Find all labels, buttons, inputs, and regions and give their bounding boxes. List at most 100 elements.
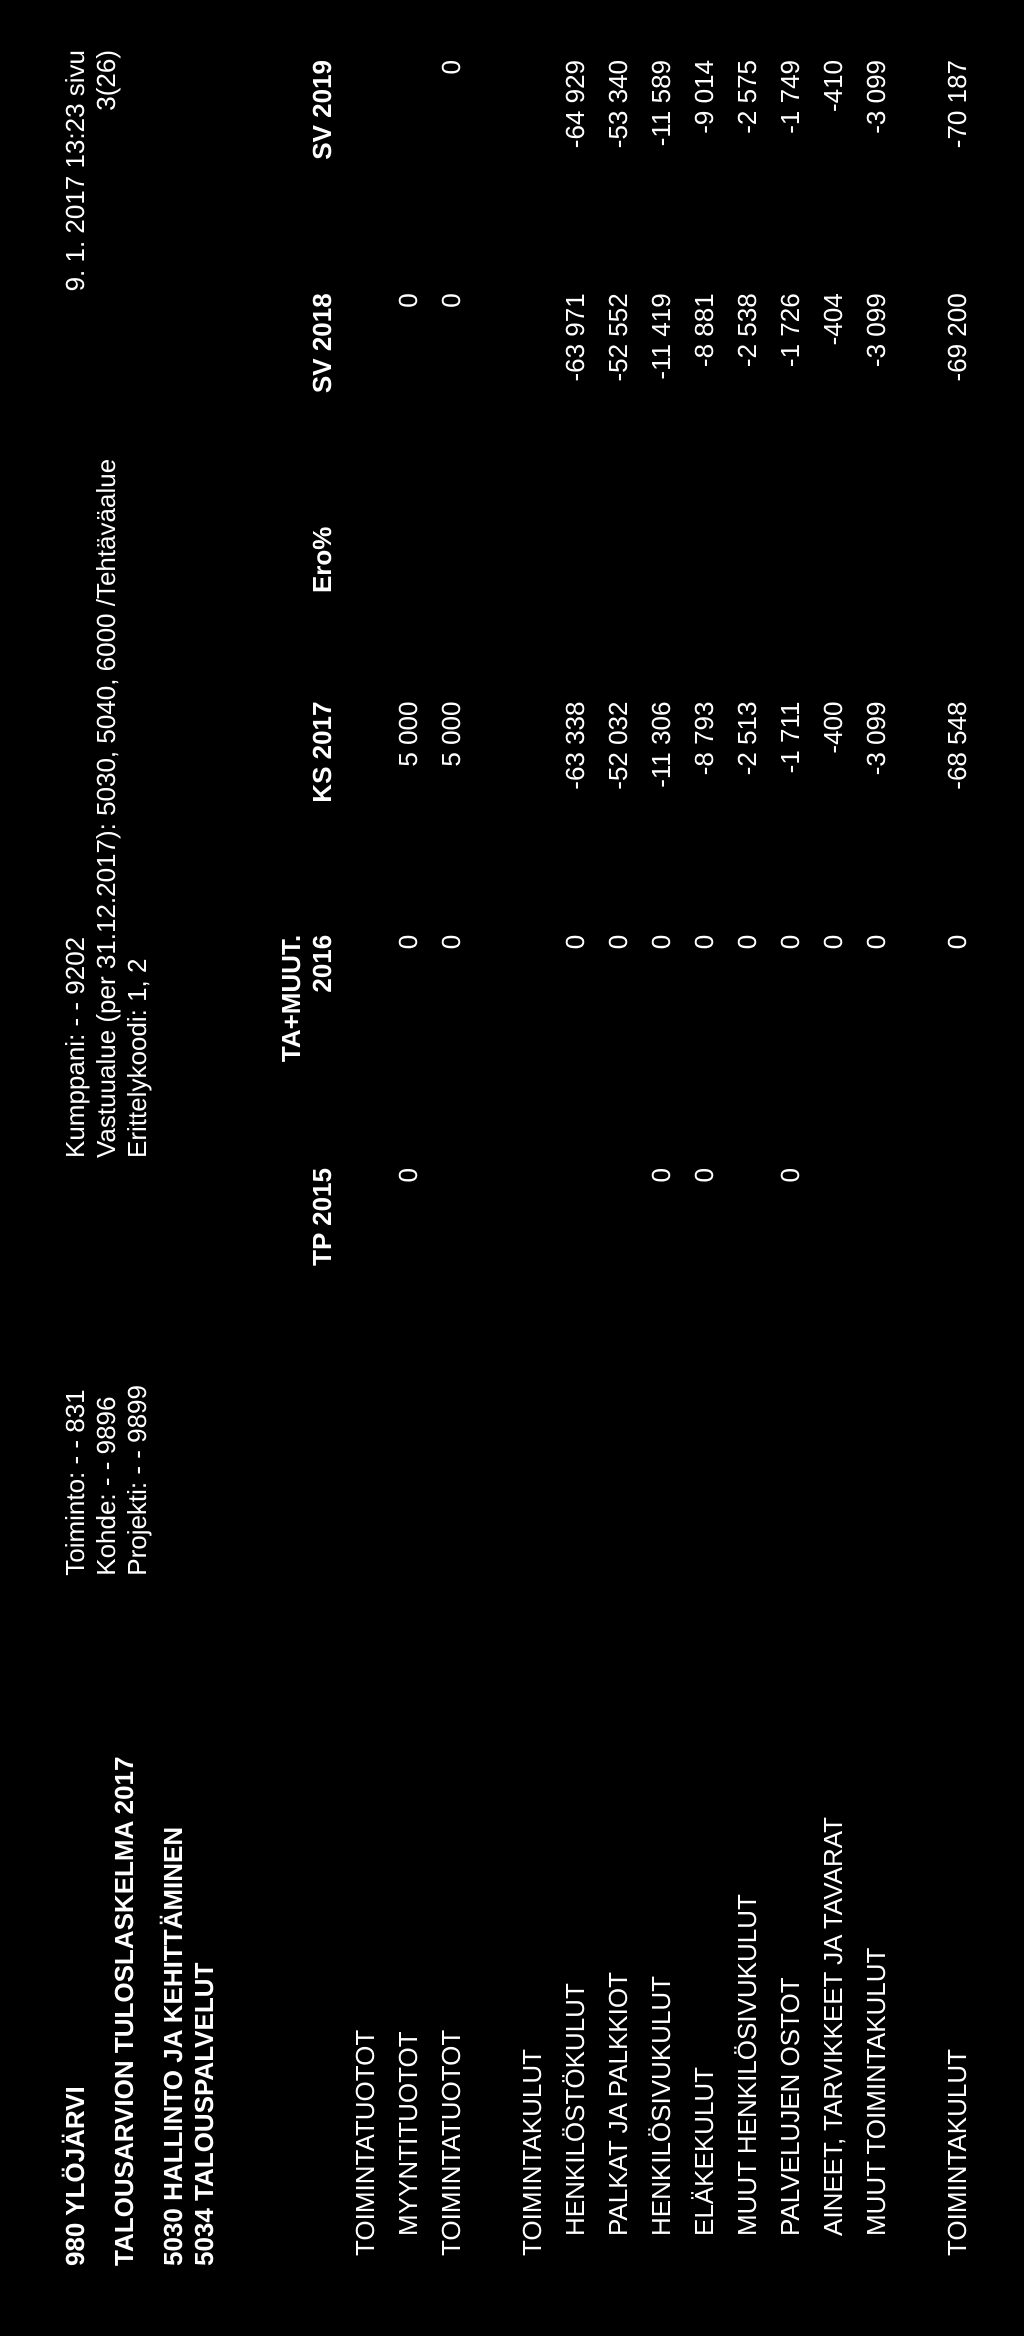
- row-label: MYYNTITUOTOT: [387, 1391, 430, 2266]
- cell-ta2016: 0: [683, 925, 726, 1158]
- gap-cell: [473, 50, 511, 2266]
- cell-tp2015: 0: [640, 1158, 683, 1391]
- cell-sv2018: -69 200: [936, 283, 979, 516]
- table-row: TOIMINTAKULUT0-68 548-69 200-70 187: [936, 50, 979, 2266]
- section-label: TOIMINTAKULUT: [511, 50, 554, 2266]
- cell-tp2015: [726, 1158, 769, 1391]
- cell-ks2017: 5 000: [430, 692, 473, 925]
- cell-sv2018: -52 552: [597, 283, 640, 516]
- col-tp2015: TP 2015: [270, 1158, 344, 1391]
- table-row: ELÄKEKULUT00-8 793-8 881-9 014: [683, 50, 726, 2266]
- header-block: 980 YLÖJÄRVI TALOUSARVION TULOSLASKELMA …: [60, 50, 220, 2266]
- cell-tp2015: [855, 1158, 898, 1391]
- table-head: TP 2015 TA+MUUT. 2016 KS 2017 Ero% SV 20…: [270, 50, 344, 2266]
- kohde-line: Kohde: - - 9896: [91, 1158, 122, 1576]
- row-label: PALKAT JA PALKKIOT: [597, 1391, 640, 2266]
- col-blank: [270, 1391, 344, 2266]
- cell-sv2019: -70 187: [1017, 50, 1024, 283]
- cell-sv2018: 0: [387, 283, 430, 516]
- cell-ta2016: 0: [430, 925, 473, 1158]
- cell-ta2016: 0: [769, 925, 812, 1158]
- cell-sv2019: -2 575: [726, 50, 769, 283]
- cell-ta2016: 0: [1017, 925, 1024, 1158]
- cell-sv2018: -11 419: [640, 283, 683, 516]
- cell-ta2016: 0: [597, 925, 640, 1158]
- cell-sv2019: -53 340: [597, 50, 640, 283]
- row-label: TOIMINTAKULUT: [936, 1391, 979, 2266]
- cell-tp2015: [554, 1158, 597, 1391]
- table-row: HENKILÖSIVUKULUT00-11 306-11 419-11 589: [640, 50, 683, 2266]
- cell-ero: [1017, 517, 1024, 692]
- report-sheet: 980 YLÖJÄRVI TALOUSARVION TULOSLASKELMA …: [0, 0, 1024, 2336]
- gap-cell: [898, 50, 936, 2266]
- cell-ks2017: -400: [812, 692, 855, 925]
- table-row: TOIMINTATUOTOT: [344, 50, 387, 2266]
- table-row: HENKILÖSTÖKULUT0-63 338-63 971-64 929: [554, 50, 597, 2266]
- row-label: MUUT HENKILÖSIVUKULUT: [726, 1391, 769, 2266]
- cell-sv2018: 0: [430, 283, 473, 516]
- cell-tp2015: 0: [769, 1158, 812, 1391]
- cell-ero: [855, 517, 898, 692]
- timestamp: 9. 1. 2017 13:23 sivu 3(26): [60, 50, 220, 341]
- col-ta2016-b: 2016: [307, 935, 338, 1148]
- cell-sv2018: -63 971: [554, 283, 597, 516]
- table-row: [898, 50, 936, 2266]
- table-row: AINEET, TARVIKKEET JA TAVARAT0-400-404-4…: [812, 50, 855, 2266]
- cell-sv2019: [387, 50, 430, 283]
- vastuualue-line: Vastuualue (per 31.12.2017): 5030, 5040,…: [91, 341, 122, 1158]
- section-line-2: 5034 TALOUSPALVELUT: [189, 1576, 220, 2266]
- cell-ero: [936, 517, 979, 692]
- cell-sv2019: 0: [430, 50, 473, 283]
- cell-sv2019: -410: [812, 50, 855, 283]
- cell-ks2017: 5 000: [387, 692, 430, 925]
- section-line-1: 5030 HALLINTO JA KEHITTÄMINEN: [158, 1576, 189, 2266]
- table-row: TOIMINTAKATE0-63 548-69 200-70 187: [1017, 50, 1024, 2266]
- cell-sv2019: -9 014: [683, 50, 726, 283]
- cell-ks2017: -8 793: [683, 692, 726, 925]
- col-sv2019: SV 2019: [270, 50, 344, 283]
- col-ta2016: TA+MUUT. 2016: [270, 925, 344, 1158]
- row-label: TOIMINTATUOTOT: [430, 1391, 473, 2266]
- cell-ero: [683, 517, 726, 692]
- cell-ks2017: -1 711: [769, 692, 812, 925]
- cell-ta2016: 0: [855, 925, 898, 1158]
- cell-sv2019: -1 749: [769, 50, 812, 283]
- table-row: [473, 50, 511, 2266]
- table-row: TOIMINTAKULUT: [511, 50, 554, 2266]
- cell-ero: [769, 517, 812, 692]
- col-ta2016-a: TA+MUUT.: [276, 935, 307, 1148]
- row-label: HENKILÖSTÖKULUT: [554, 1391, 597, 2266]
- table-row: [979, 50, 1017, 2266]
- table-row: TOIMINTATUOTOT05 00000: [430, 50, 473, 2266]
- cell-ero: [726, 517, 769, 692]
- col-ks2017: KS 2017: [270, 692, 344, 925]
- row-label: AINEET, TARVIKKEET JA TAVARAT: [812, 1391, 855, 2266]
- cell-ks2017: -2 513: [726, 692, 769, 925]
- cell-sv2018: -69 200: [1017, 283, 1024, 516]
- section-label: TOIMINTATUOTOT: [344, 50, 387, 2266]
- row-label: MUUT TOIMINTAKULUT: [855, 1391, 898, 2266]
- header-left: 980 YLÖJÄRVI TALOUSARVION TULOSLASKELMA …: [60, 1576, 220, 2266]
- cell-tp2015: [812, 1158, 855, 1391]
- cell-sv2019: -3 099: [855, 50, 898, 283]
- cell-ks2017: -52 032: [597, 692, 640, 925]
- cell-tp2015: [430, 1158, 473, 1391]
- table-row: MYYNTITUOTOT005 0000: [387, 50, 430, 2266]
- cell-sv2018: -3 099: [855, 283, 898, 516]
- cell-sv2018: -2 538: [726, 283, 769, 516]
- kumppani-line: Kumppani: - - 9202: [60, 341, 91, 1158]
- financial-table: TP 2015 TA+MUUT. 2016 KS 2017 Ero% SV 20…: [270, 50, 1024, 2266]
- cell-ero: [597, 517, 640, 692]
- cell-sv2019: -64 929: [554, 50, 597, 283]
- toiminto-line: Toiminto: - - 831: [60, 1158, 91, 1576]
- cell-ero: [640, 517, 683, 692]
- cell-sv2018: -1 726: [769, 283, 812, 516]
- cell-ero: [387, 517, 430, 692]
- org-code: 980 YLÖJÄRVI: [60, 1576, 91, 2266]
- cell-sv2019: -70 187: [936, 50, 979, 283]
- cell-ero: [430, 517, 473, 692]
- cell-ks2017: -63 548: [1017, 692, 1024, 925]
- table-row: PALVELUJEN OSTOT00-1 711-1 726-1 749: [769, 50, 812, 2266]
- cell-tp2015: [936, 1158, 979, 1391]
- cell-tp2015: 0: [387, 1158, 430, 1391]
